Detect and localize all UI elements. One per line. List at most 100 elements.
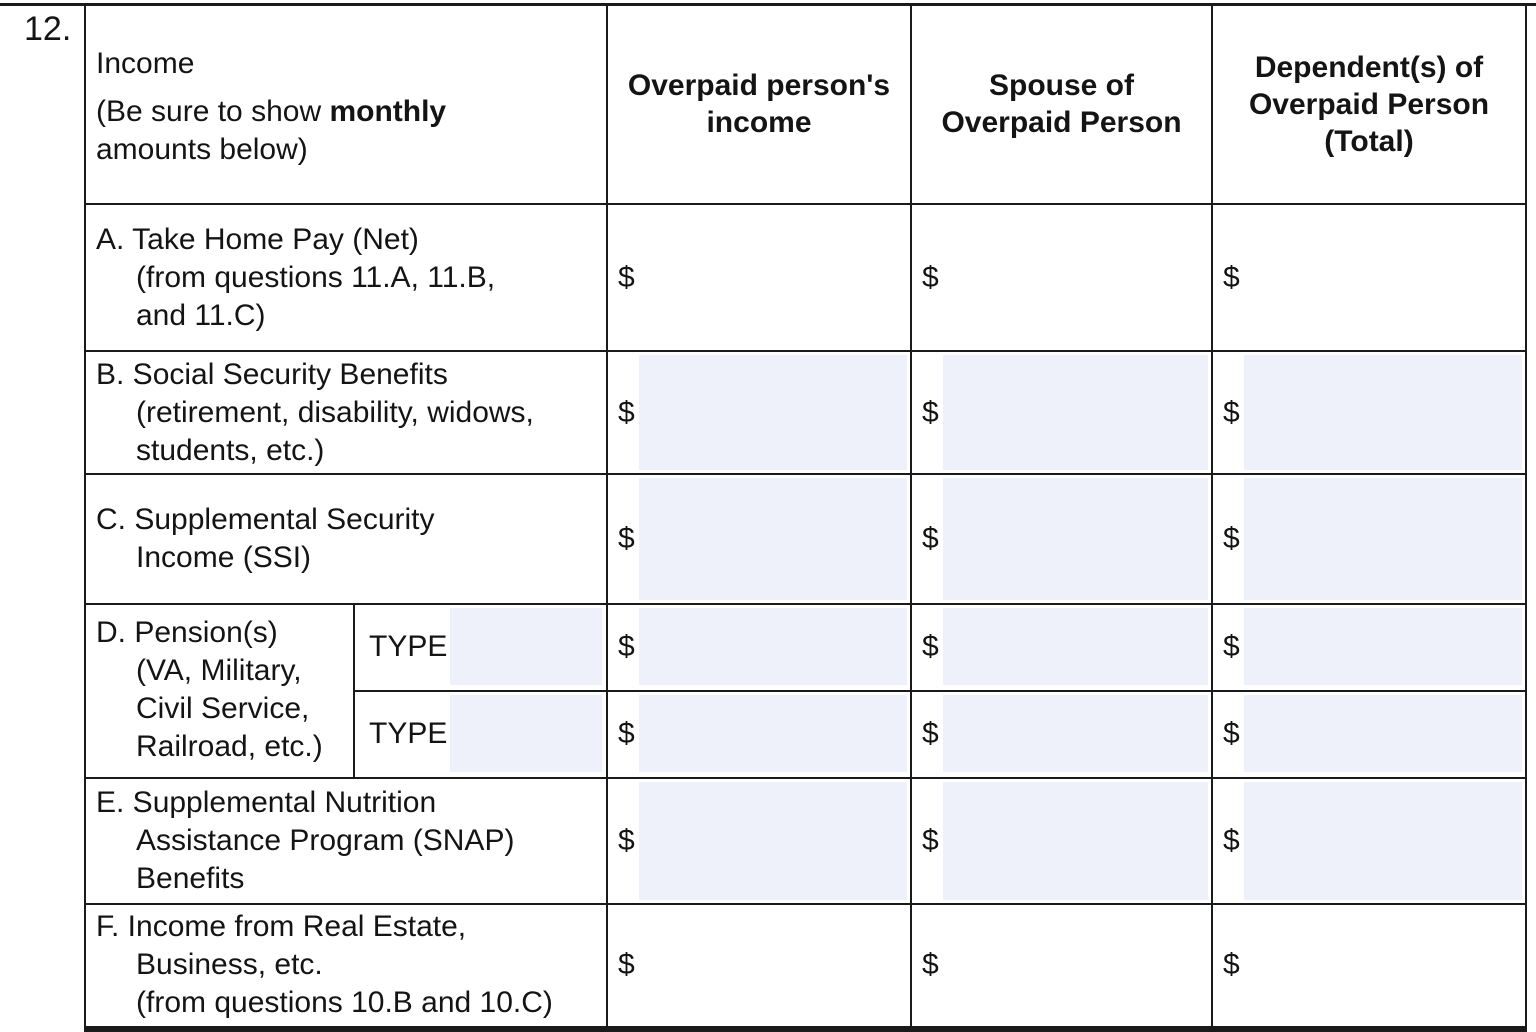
row-c-overpaid-cell: $: [608, 475, 910, 603]
row-b-dependents-amount-input[interactable]: [1244, 355, 1522, 470]
dollar-sign: $: [922, 260, 939, 294]
pension-type-1-cell: TYPE: [357, 605, 605, 688]
dollar-sign: $: [618, 716, 635, 750]
dollar-sign: $: [1223, 716, 1240, 750]
row-f-spouse-cell: $: [912, 905, 1211, 1024]
grid-line-row-c-bottom: [84, 603, 1527, 605]
grid-line-table-left: [84, 3, 86, 1032]
row-c-dependents-cell: $: [1213, 475, 1525, 603]
row-f-dependents-cell: $: [1213, 905, 1525, 1024]
dollar-sign: $: [618, 947, 635, 981]
row-e-overpaid-cell: $: [608, 779, 910, 903]
row-c-label: C. Supplemental Security Income (SSI): [96, 503, 435, 574]
dollar-sign: $: [618, 824, 635, 857]
grid-line-row-a-bottom: [84, 350, 1527, 352]
pension-type-2-label: TYPE: [369, 716, 448, 750]
dollar-sign: $: [922, 716, 939, 750]
pension-type-1-label: TYPE: [369, 629, 448, 663]
grid-line-bottom: [84, 1026, 1527, 1032]
row-d1-dependents-cell: $: [1213, 605, 1525, 688]
dollar-sign: $: [922, 824, 939, 857]
grid-line-row-b-bottom: [84, 473, 1527, 475]
row-e-spouse-amount-input[interactable]: [943, 782, 1208, 900]
dollar-sign: $: [1223, 260, 1240, 294]
grid-line-header-bottom: [84, 203, 1527, 205]
row-b-overpaid-cell: $: [608, 352, 910, 473]
row-d-label-cell: D. Pension(s) (VA, Military, Civil Servi…: [96, 605, 348, 775]
dollar-sign: $: [1223, 947, 1240, 981]
row-c-overpaid-amount-input[interactable]: [639, 478, 907, 600]
income-header-title: Income: [96, 47, 195, 80]
row-d2-overpaid-amount-input[interactable]: [639, 695, 907, 772]
grid-line-col3-left: [910, 3, 912, 1028]
row-d-label: D. Pension(s) (VA, Military, Civil Servi…: [96, 616, 323, 763]
row-b-label: B. Social Security Benefits (retirement,…: [96, 357, 534, 467]
dollar-sign: $: [618, 260, 635, 294]
income-header-note: (Be sure to show monthly amounts below): [96, 93, 576, 169]
column-header-spouse: Spouse of Overpaid Person: [941, 69, 1182, 139]
row-e-label: E. Supplemental Nutrition Assistance Pro…: [96, 786, 515, 895]
dollar-sign: $: [618, 629, 635, 663]
column-header-overpaid-income: Overpaid person's income: [627, 69, 891, 139]
row-e-label-cell: E. Supplemental Nutrition Assistance Pro…: [96, 779, 596, 903]
note-prefix: (Be sure to show: [96, 95, 330, 128]
dollar-sign: $: [618, 522, 635, 555]
dollar-sign: $: [1223, 522, 1240, 555]
dollar-sign: $: [922, 947, 939, 981]
row-c-spouse-amount-input[interactable]: [943, 478, 1208, 600]
grid-line-col4-left: [1211, 3, 1213, 1028]
item-number: 12.: [24, 10, 72, 48]
row-d2-spouse-cell: $: [912, 692, 1211, 775]
row-b-spouse-amount-input[interactable]: [943, 355, 1208, 470]
row-c-dependents-amount-input[interactable]: [1244, 478, 1522, 600]
row-e-overpaid-amount-input[interactable]: [639, 782, 907, 900]
row-b-label-cell: B. Social Security Benefits (retirement,…: [96, 352, 596, 473]
row-a-label: A. Take Home Pay (Net) (from questions 1…: [96, 222, 496, 332]
row-e-dependents-cell: $: [1213, 779, 1525, 903]
column-header-dependents: Dependent(s) of Overpaid Person (Total): [1248, 50, 1490, 158]
note-suffix: amounts below): [96, 133, 308, 166]
row-d1-spouse-cell: $: [912, 605, 1211, 688]
dollar-sign: $: [1223, 629, 1240, 663]
dollar-sign: $: [922, 522, 939, 555]
row-a-dependents-cell: $: [1213, 205, 1525, 350]
row-f-label-cell: F. Income from Real Estate, Business, et…: [96, 905, 596, 1024]
grid-line-pension-split: [353, 690, 1527, 692]
row-b-spouse-cell: $: [912, 352, 1211, 473]
row-a-label-cell: A. Take Home Pay (Net) (from questions 1…: [96, 205, 596, 350]
row-d2-overpaid-cell: $: [608, 692, 910, 775]
row-e-spouse-cell: $: [912, 779, 1211, 903]
row-b-overpaid-amount-input[interactable]: [639, 355, 907, 470]
grid-line-top: [0, 3, 1536, 6]
income-header-cell: Income (Be sure to show monthly amounts …: [96, 45, 576, 169]
row-d1-dependents-amount-input[interactable]: [1244, 608, 1522, 685]
row-b-dependents-cell: $: [1213, 352, 1525, 473]
row-d1-overpaid-amount-input[interactable]: [639, 608, 907, 685]
note-bold-word: monthly: [329, 95, 447, 128]
row-d2-spouse-amount-input[interactable]: [943, 695, 1208, 772]
dollar-sign: $: [1223, 395, 1240, 429]
grid-line-pension-type-left: [353, 603, 355, 779]
row-c-label-cell: C. Supplemental Security Income (SSI): [96, 475, 596, 603]
row-a-overpaid-cell: $: [608, 205, 910, 350]
row-e-dependents-amount-input[interactable]: [1244, 782, 1522, 900]
grid-line-row-e-bottom: [84, 903, 1527, 905]
row-d1-overpaid-cell: $: [608, 605, 910, 688]
dollar-sign: $: [922, 395, 939, 429]
row-f-label: F. Income from Real Estate, Business, et…: [96, 909, 553, 1019]
dollar-sign: $: [618, 395, 635, 429]
grid-line-table-right: [1525, 3, 1527, 1028]
grid-line-row-d-bottom: [84, 777, 1527, 779]
row-c-spouse-cell: $: [912, 475, 1211, 603]
dollar-sign: $: [922, 629, 939, 663]
row-d1-spouse-amount-input[interactable]: [943, 608, 1208, 685]
row-a-spouse-cell: $: [912, 205, 1211, 350]
row-d2-dependents-amount-input[interactable]: [1244, 695, 1522, 772]
pension-type-1-input[interactable]: [450, 608, 602, 685]
grid-line-col2-left: [606, 3, 608, 1028]
row-d2-dependents-cell: $: [1213, 692, 1525, 775]
pension-type-2-input[interactable]: [450, 695, 602, 772]
dollar-sign: $: [1223, 824, 1240, 857]
row-f-overpaid-cell: $: [608, 905, 910, 1024]
